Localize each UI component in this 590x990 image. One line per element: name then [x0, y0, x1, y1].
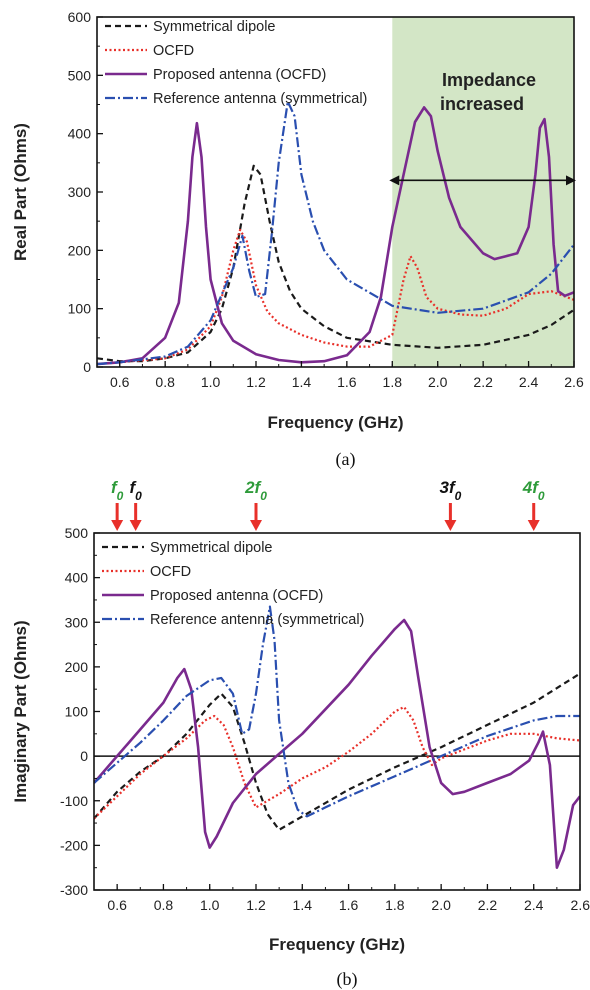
annotation-text: Impedance: [442, 70, 536, 90]
figure-caption: (a): [336, 449, 356, 470]
series-line-reference: [97, 100, 574, 366]
x-tick-label: 0.6: [110, 374, 130, 390]
x-axis-label: Frequency (GHz): [267, 413, 403, 432]
series-line-ocfd: [94, 705, 580, 820]
y-tick-label: 100: [68, 301, 92, 317]
harmonic-label: f0: [111, 478, 124, 503]
x-tick-label: 1.0: [201, 374, 221, 390]
x-tick-label: 2.0: [431, 897, 451, 913]
series-line-symmetrical: [97, 164, 574, 363]
harmonic-arrow-head: [129, 520, 142, 531]
y-tick-label: 100: [65, 704, 89, 720]
series-line-symmetrical: [94, 672, 580, 831]
figure-caption: (b): [337, 969, 358, 990]
harmonic-label: 2f0: [244, 478, 267, 503]
harmonic-label: 3f0: [439, 478, 461, 503]
series-line-reference: [94, 605, 580, 818]
x-tick-label: 2.6: [571, 897, 590, 913]
y-tick-label: 400: [68, 126, 92, 142]
harmonic-label-main: 4f: [522, 478, 540, 497]
y-tick-label: 0: [80, 748, 88, 764]
y-tick-label: 300: [65, 614, 89, 630]
x-tick-label: 1.8: [383, 374, 403, 390]
harmonic-label-main: f: [111, 478, 119, 497]
x-tick-label: 2.2: [473, 374, 493, 390]
x-tick-label: 1.6: [337, 374, 357, 390]
y-tick-label: 500: [65, 525, 89, 541]
series-group: [94, 605, 580, 870]
harmonic-label-main: 3f: [439, 478, 456, 497]
harmonic-arrow-head: [444, 520, 457, 531]
series-group: [97, 100, 574, 366]
y-tick-label: -200: [60, 837, 88, 853]
x-axis-label: Frequency (GHz): [269, 935, 405, 954]
y-tick-label: -100: [60, 793, 88, 809]
series-line-proposed: [97, 106, 574, 366]
plot-frame: [93, 532, 581, 891]
harmonic-label-sub: 0: [260, 489, 267, 503]
x-tick-label: 1.2: [246, 374, 266, 390]
x-tick-label: 1.2: [246, 897, 266, 913]
harmonic-arrow-head: [111, 520, 124, 531]
x-tick-label: 2.2: [478, 897, 498, 913]
chart-a-real: 0.6 0.8 1.0 1.2 1.4 1.6 1.8 2.0 2.2 2.4 2.6 0 100 200…: [11, 9, 584, 470]
y-tick-label: 0: [83, 359, 91, 375]
x-tick-label: 1.8: [385, 897, 405, 913]
arrowhead-right: [566, 175, 576, 186]
harmonic-arrow-head: [527, 520, 540, 531]
series-line-ocfd: [97, 228, 574, 366]
y-axis-label: Imaginary Part (Ohms): [11, 620, 30, 802]
y-axis-label: Real Part (Ohms): [11, 123, 30, 261]
harmonic-label: 4f0: [522, 478, 545, 503]
annotation-text: increased: [440, 94, 524, 114]
x-tick-label: 2.6: [564, 374, 584, 390]
x-tick-label: 1.4: [292, 374, 312, 390]
harmonic-label-sub: 0: [455, 489, 462, 503]
x-tick-label: 2.4: [524, 897, 544, 913]
harmonic-label-sub: 0: [135, 489, 142, 503]
x-tick-label: 0.8: [155, 374, 175, 390]
chart-b-imaginary: 0.6 0.8 1.0 1.2 1.4 1.6 1.8 2.0 2.2 2.4 2.6 -300 -20…: [11, 478, 590, 990]
legend-label-reference: Reference antenna (symmetrical): [150, 612, 364, 628]
y-tick-label: -300: [60, 882, 88, 898]
x-tick-label: 1.4: [293, 897, 313, 913]
harmonic-label-main: f: [129, 478, 137, 497]
harmonic-label-main: 2f: [244, 478, 262, 497]
x-tick-label: 0.6: [107, 897, 127, 913]
x-tick-label: 1.6: [339, 897, 359, 913]
legend-label-proposed: Proposed antenna (OCFD): [150, 588, 323, 604]
x-tick-label: 2.4: [519, 374, 539, 390]
y-tick-label: 500: [68, 67, 92, 83]
harmonic-arrow-head: [250, 520, 262, 531]
y-tick-label: 300: [68, 184, 92, 200]
series-line-proposed: [94, 618, 580, 870]
y-tick-label: 200: [65, 659, 89, 675]
legend-label-ocfd: OCFD: [150, 564, 191, 580]
x-tick-label: 2.0: [428, 374, 448, 390]
legend-label-proposed: Proposed antenna (OCFD): [153, 67, 326, 83]
harmonic-label-sub: 0: [538, 489, 545, 503]
arrowhead-left: [389, 175, 400, 186]
y-tick-label: 600: [68, 9, 92, 25]
y-tick-label: 400: [65, 570, 89, 586]
y-tick-label: 200: [68, 242, 92, 258]
x-tick-label: 1.0: [200, 897, 220, 913]
harmonic-label: f0: [129, 478, 142, 503]
legend-label-symmetrical: Symmetrical dipole: [150, 540, 273, 556]
legend-label-reference: Reference antenna (symmetrical): [153, 91, 367, 107]
x-tick-label: 0.8: [154, 897, 174, 913]
legend-label-ocfd: OCFD: [153, 43, 194, 59]
legend-label-symmetrical: Symmetrical dipole: [153, 19, 276, 35]
harmonic-label-sub: 0: [117, 489, 124, 503]
